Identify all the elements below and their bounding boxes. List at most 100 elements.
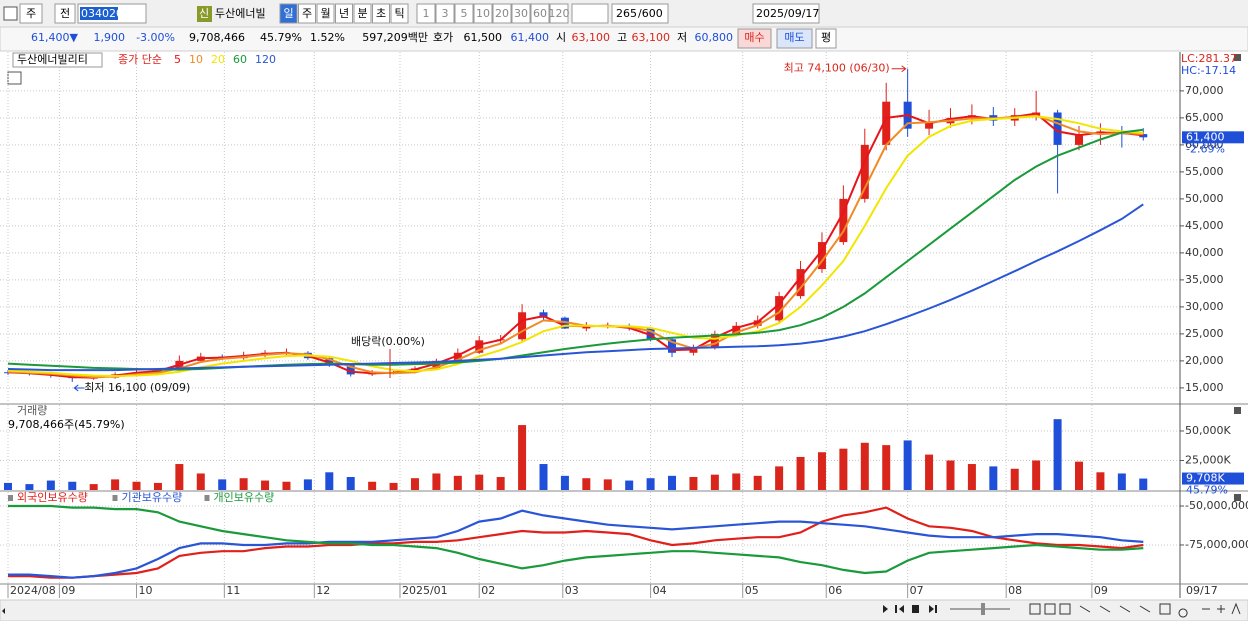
multiplier-label[interactable]: 10 [476, 7, 490, 20]
period-label[interactable]: 주 [302, 7, 312, 20]
volume-bar [582, 478, 591, 490]
volume-bar [946, 460, 955, 490]
multiplier-button[interactable] [473, 3, 493, 24]
multiplier-button[interactable] [530, 3, 550, 24]
legend-entry: 60 [233, 53, 247, 66]
multiplier-button[interactable] [416, 3, 436, 24]
y-tick-label: 50,000K [1185, 424, 1231, 437]
pane-close[interactable] [1234, 407, 1241, 414]
candle-body [539, 312, 548, 318]
date-input[interactable] [752, 3, 820, 24]
tool-icons[interactable] [1029, 602, 1241, 618]
order-button-label[interactable]: 매수 [744, 31, 764, 44]
stock-code[interactable]: 034020 [81, 7, 123, 20]
last-volume-tag [1182, 472, 1244, 485]
period-label[interactable]: 초 [376, 7, 386, 20]
new-badge-text: 신 [199, 7, 209, 20]
volume-bar [153, 482, 162, 490]
order-button[interactable] [737, 28, 772, 49]
candle-body [668, 339, 677, 353]
period-label[interactable]: 틱 [394, 7, 404, 20]
order-button[interactable] [776, 28, 813, 49]
volume-bar [882, 445, 891, 490]
volume-bar [689, 477, 698, 490]
scrollbar[interactable] [0, 599, 1248, 622]
multiplier-button[interactable] [435, 3, 455, 24]
candle-body [475, 340, 484, 353]
multiplier-label[interactable]: 3 [442, 7, 449, 20]
multiplier-button[interactable] [511, 3, 531, 24]
multiplier-label[interactable]: 30 [514, 7, 528, 20]
multiplier-label[interactable]: 60 [533, 7, 547, 20]
period-button[interactable] [390, 3, 409, 24]
indicator-label: 종가 단순 [118, 53, 162, 66]
order-button-label[interactable]: 평 [821, 31, 831, 44]
multiplier-label[interactable]: 5 [461, 7, 468, 20]
x-tick-label: 2024/08 [10, 584, 56, 597]
info-cell: 9,708,466 [189, 31, 245, 44]
toolbar-item[interactable]: 전 [60, 7, 70, 20]
stock-name[interactable]: 두산에너빌 [215, 7, 266, 20]
volume-bar [132, 481, 141, 490]
volume-bar [903, 440, 912, 490]
multiplier-label[interactable]: 1 [423, 7, 430, 20]
last-change: -2.69% [1186, 142, 1225, 155]
volume-bar [518, 425, 527, 490]
legend-entry: 10 [189, 53, 203, 66]
annotation: 최고 74,100 (06/30) [784, 62, 890, 75]
candle-body [453, 352, 462, 361]
period-label[interactable]: 년 [339, 7, 349, 20]
x-tick-label: 08 [1008, 584, 1022, 597]
zoom-thumb[interactable] [981, 603, 985, 615]
scale-note: LC:281.37 [1181, 52, 1237, 65]
button[interactable] [54, 3, 76, 24]
last-ratio: 45.79% [1186, 484, 1228, 497]
multiplier-button[interactable] [454, 3, 474, 24]
pane-close[interactable] [1234, 54, 1241, 61]
annotation-arrow [891, 65, 907, 73]
volume-bar [389, 482, 398, 490]
legend-entry: 개인보유수량 [214, 491, 275, 504]
period-label[interactable]: 일 [283, 6, 293, 20]
period-button[interactable] [372, 3, 390, 24]
toolbar-item[interactable]: 주 [26, 7, 36, 20]
moving-average [7, 115, 1144, 378]
chart-menu-icon[interactable] [7, 71, 22, 85]
period-button[interactable] [298, 3, 316, 24]
volume-bar [646, 478, 655, 490]
window-icon[interactable] [3, 6, 18, 21]
count[interactable]: 265 [616, 7, 637, 20]
date[interactable]: 2025/09/17 [756, 7, 819, 20]
info-cell: 61,400▼ [31, 31, 78, 44]
period-label[interactable]: 월 [320, 7, 330, 20]
period-label[interactable]: 분 [357, 7, 367, 20]
volume-bar [775, 466, 784, 490]
volume-bar [839, 448, 848, 490]
annotation: 최저 16,100 (09/09) [84, 381, 190, 394]
order-button[interactable] [815, 28, 837, 49]
x-tick-label: 05 [745, 584, 759, 597]
legend-entry: 기관보유수량 [122, 491, 183, 504]
volume-bar [710, 474, 719, 490]
dropdown[interactable] [19, 3, 43, 24]
period-button[interactable] [316, 3, 335, 24]
pane-close[interactable] [1234, 494, 1241, 501]
multiplier-button[interactable] [492, 3, 512, 24]
multiplier-label[interactable]: 20 [495, 7, 509, 20]
multiplier-button[interactable] [549, 3, 569, 24]
volume-bar [603, 479, 612, 490]
period-button[interactable] [335, 3, 353, 24]
annotation: 배당락(0.00%) [351, 335, 425, 348]
pane-subtitle: 9,708,466주(45.79%) [8, 418, 125, 431]
volume-bar [432, 473, 441, 490]
multiplier-label[interactable]: 120 [549, 7, 570, 20]
volume-bar [539, 464, 548, 490]
order-button-label[interactable]: 매도 [784, 31, 804, 44]
count-input[interactable] [611, 3, 669, 24]
new-badge[interactable] [197, 6, 212, 22]
period-button[interactable] [279, 3, 298, 24]
period-button[interactable] [353, 3, 372, 24]
dropdown[interactable] [571, 3, 609, 24]
info-cell: 1.52% [310, 31, 345, 44]
